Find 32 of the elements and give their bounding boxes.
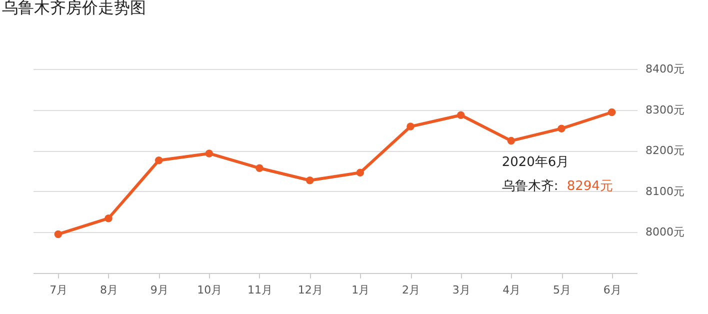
annotation: 8294元 xyxy=(566,179,613,194)
x-tick-label: 12月 xyxy=(298,284,323,296)
y-tick-label: 8300元 xyxy=(646,103,684,116)
x-tick-label: 5月 xyxy=(553,284,571,296)
point xyxy=(256,164,264,172)
annotation: 乌鲁木齐: xyxy=(502,179,558,194)
x-tick-label: 8月 xyxy=(100,284,118,296)
point xyxy=(104,214,112,222)
x-tick-label: 6月 xyxy=(603,284,622,296)
x-tick-label: 10月 xyxy=(197,284,222,296)
x-tick-label: 11月 xyxy=(248,284,272,296)
y-tick-label: 8200元 xyxy=(646,144,684,158)
y-tick-label: 8100元 xyxy=(646,184,684,198)
point xyxy=(356,168,364,176)
annotation: 2020年6月 xyxy=(502,155,570,170)
point xyxy=(54,230,62,238)
point xyxy=(456,111,465,119)
point xyxy=(608,108,616,116)
x-tick-label: 2月 xyxy=(402,284,420,296)
point xyxy=(406,122,414,130)
x-tick-label: 7月 xyxy=(50,284,68,296)
y-tick-label: 8000元 xyxy=(646,226,684,239)
point xyxy=(205,150,214,158)
point xyxy=(306,176,314,184)
point xyxy=(558,124,566,132)
x-tick-label: 1月 xyxy=(352,284,370,296)
x-tick-label: 4月 xyxy=(502,284,521,296)
point xyxy=(154,156,163,164)
x-tick-label: 9月 xyxy=(150,284,168,296)
x-tick-label: 3月 xyxy=(452,284,470,296)
point xyxy=(507,136,516,145)
y-tick-label: 8400元 xyxy=(646,62,684,76)
